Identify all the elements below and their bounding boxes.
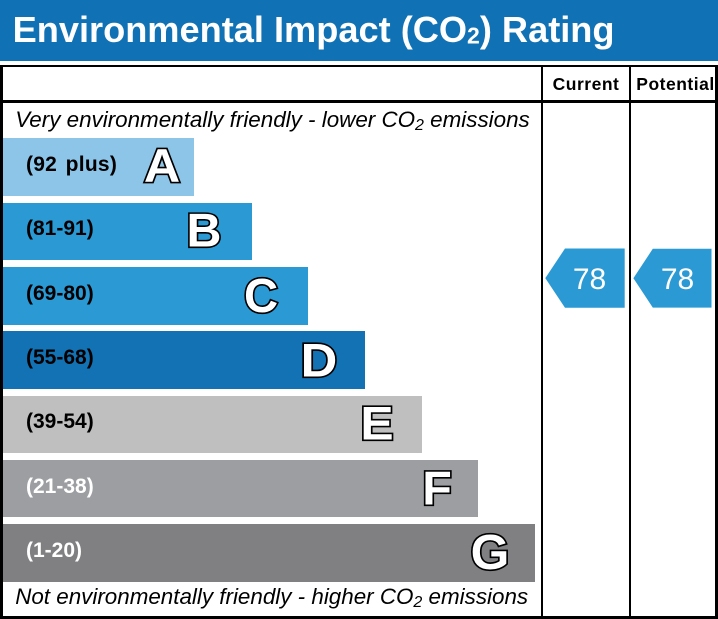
svg-text:A: A: [144, 140, 180, 192]
svg-text:C: C: [244, 269, 278, 323]
svg-text:E: E: [360, 398, 393, 450]
svg-text:G: G: [471, 526, 510, 580]
svg-text:F: F: [422, 463, 452, 515]
svg-text:B: B: [187, 205, 222, 257]
svg-text:D: D: [301, 335, 338, 387]
svg-text:78: 78: [573, 263, 606, 296]
svg-text:78: 78: [661, 263, 694, 296]
